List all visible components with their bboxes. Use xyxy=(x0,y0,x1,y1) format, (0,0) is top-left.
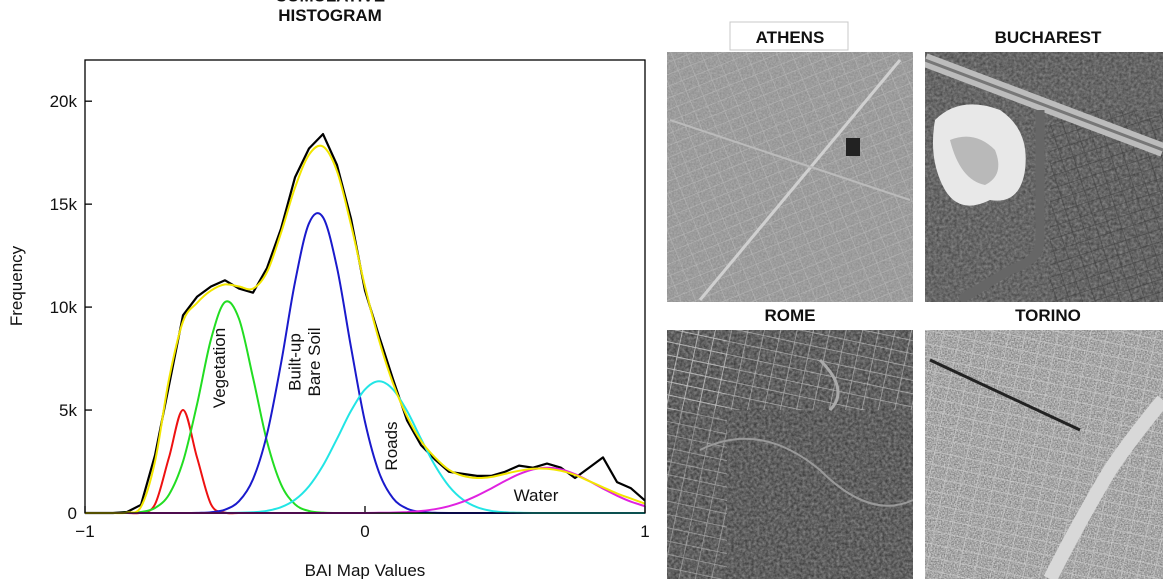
histogram-chart: CUMULATIVEHISTOGRAM Frequency BAI Map Va… xyxy=(7,0,650,579)
label-box xyxy=(729,21,849,51)
panel-label: ROME xyxy=(765,306,816,325)
rome-image xyxy=(667,330,913,579)
panel-label: TORINO xyxy=(1015,306,1081,325)
fit-curve xyxy=(85,144,646,515)
x-tick-label: −1 xyxy=(75,522,94,541)
x-tick-label: 1 xyxy=(640,522,649,541)
image-panels: ATHENS BUCHAREST ROME TORINO xyxy=(667,21,1163,579)
y-tick-label: 10k xyxy=(50,298,78,317)
bucharest-image xyxy=(925,52,1163,302)
built-up-label: Built-upBare Soil xyxy=(285,328,324,397)
x-axis-label: BAI Map Values xyxy=(305,561,426,579)
plot-frame xyxy=(84,59,646,514)
y-tick-label: 15k xyxy=(50,195,78,214)
chart-title: CUMULATIVEHISTOGRAM xyxy=(275,0,385,25)
athens-image xyxy=(667,52,913,302)
fit-curve xyxy=(85,300,645,514)
vegetation-label: Vegetation xyxy=(210,328,229,408)
y-tick-label: 5k xyxy=(59,401,77,420)
water-label: Water xyxy=(514,486,559,505)
roads-label: Roads xyxy=(382,421,401,470)
y-tick-label: 0 xyxy=(68,504,77,523)
torino-image xyxy=(925,330,1163,579)
panel-label: ATHENS xyxy=(756,28,825,47)
x-tick-label: 0 xyxy=(360,522,369,541)
panel-label: BUCHAREST xyxy=(995,28,1102,47)
y-axis-label: Frequency xyxy=(7,245,26,326)
y-tick-label: 20k xyxy=(50,92,78,111)
